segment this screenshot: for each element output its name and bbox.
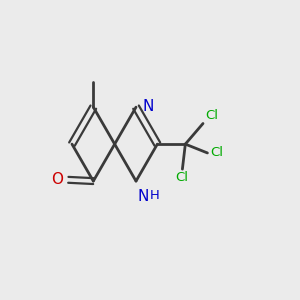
Text: N: N xyxy=(137,189,149,204)
Text: H: H xyxy=(149,189,159,202)
Text: O: O xyxy=(51,172,63,187)
Text: Cl: Cl xyxy=(205,109,218,122)
Text: Cl: Cl xyxy=(210,146,223,159)
Text: Cl: Cl xyxy=(175,172,188,184)
Text: N: N xyxy=(142,99,154,114)
